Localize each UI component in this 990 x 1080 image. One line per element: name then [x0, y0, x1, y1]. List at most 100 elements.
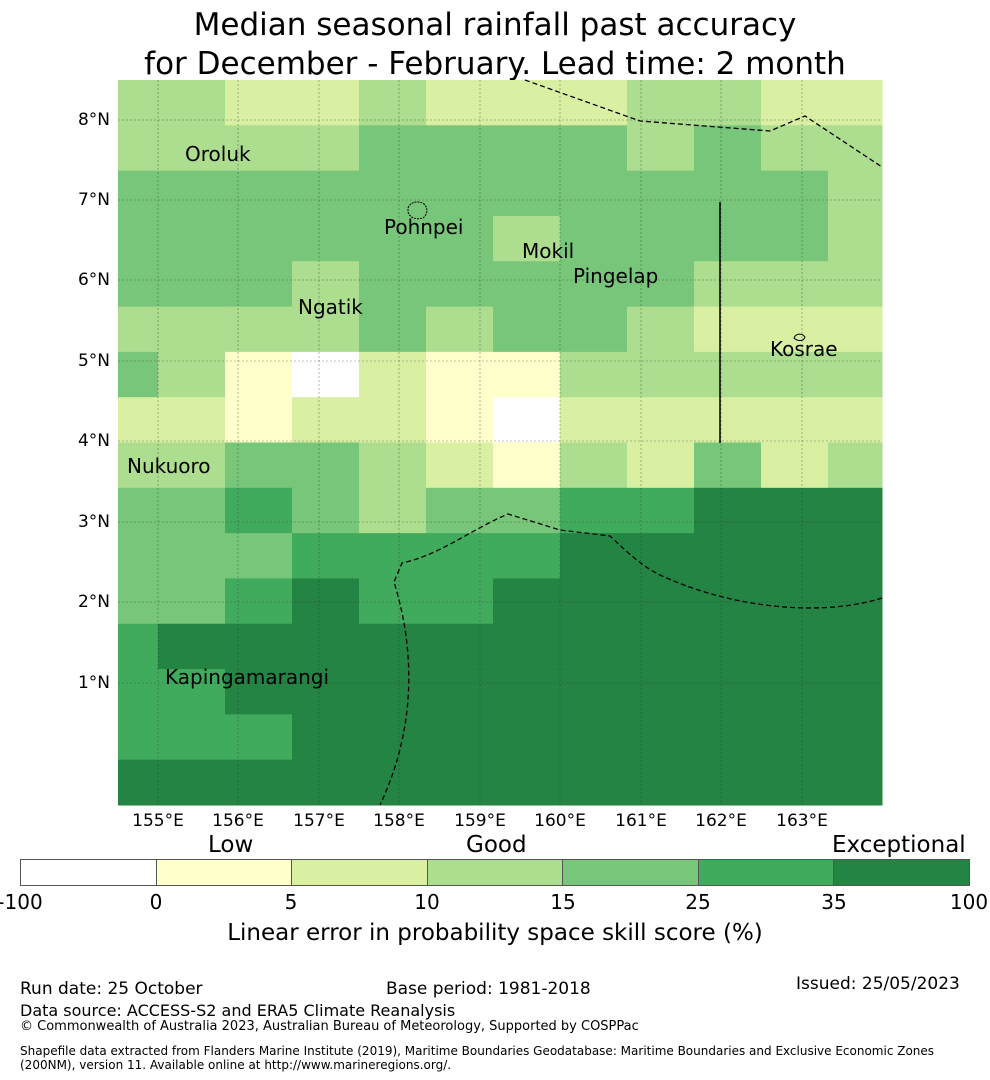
grid-cell	[225, 442, 293, 489]
grid-cell	[828, 306, 883, 353]
grid-cell	[359, 623, 427, 670]
grid-cell	[225, 397, 293, 443]
grid-cell	[118, 714, 159, 761]
grid-cell	[560, 442, 628, 489]
lat-label-3n: 3°N	[77, 512, 110, 532]
grid-cell	[761, 442, 829, 489]
grid-cell	[158, 533, 226, 579]
colorbar-tick: 15	[550, 890, 576, 914]
grid-cell	[761, 578, 829, 625]
run-date: Run date: 25 October	[20, 979, 203, 999]
lon-label-160e: 160°E	[534, 811, 586, 831]
grid-cell	[118, 306, 159, 353]
grid-cell	[828, 215, 883, 262]
colorbar-segment	[156, 860, 293, 885]
grid-cell	[627, 351, 695, 398]
lon-label-162e: 162°E	[695, 811, 747, 831]
grid-cell	[118, 759, 159, 806]
grid-cell	[158, 306, 226, 353]
grid-cell	[225, 125, 293, 172]
grid-cell	[225, 170, 293, 217]
grid-cell	[359, 442, 427, 489]
grid-cell	[694, 487, 762, 534]
colorbar-segment	[698, 860, 835, 885]
lat-label-7n: 7°N	[77, 190, 110, 210]
grid-cell	[292, 80, 360, 126]
grid-cell	[694, 623, 762, 670]
grid-cell	[118, 351, 159, 398]
grid-cell	[292, 669, 360, 715]
grid-cell	[158, 578, 226, 625]
grid-cell	[118, 397, 159, 443]
grid-cell	[627, 578, 695, 625]
grid-cell	[426, 351, 494, 398]
lat-label-6n: 6°N	[77, 270, 110, 290]
grid-cell	[359, 397, 427, 443]
grid-cell	[493, 759, 561, 806]
grid-cell	[828, 759, 883, 806]
grid-cell	[292, 487, 360, 534]
grid-cell	[292, 170, 360, 217]
lon-label-163e: 163°E	[776, 811, 828, 831]
colorbar-tick: 35	[821, 890, 847, 914]
grid-cell	[426, 261, 494, 308]
grid-cell	[225, 533, 293, 579]
grid-cell	[828, 578, 883, 625]
eez-boundaries	[379, 79, 883, 806]
grid-cell	[694, 351, 762, 398]
grid-cell	[359, 669, 427, 715]
grid-cell	[560, 578, 628, 625]
grid-cell	[493, 170, 561, 217]
grid-cell	[627, 623, 695, 670]
grid-cell	[158, 215, 226, 262]
grid-cell	[493, 80, 561, 126]
grid-cell	[158, 80, 226, 126]
place-label-oroluk: Oroluk	[185, 142, 251, 166]
grid-cell	[158, 351, 226, 398]
grid-cell	[560, 125, 628, 172]
grid-cell	[225, 487, 293, 534]
grid-cell	[292, 351, 360, 398]
place-label-kapingamarangi: Kapingamarangi	[165, 665, 329, 689]
grid-cell	[694, 578, 762, 625]
place-label-ngatik: Ngatik	[298, 295, 363, 319]
grid-cell	[225, 623, 293, 670]
lat-label-2n: 2°N	[77, 592, 110, 612]
grid-cell	[560, 669, 628, 715]
place-label-pingelap: Pingelap	[573, 264, 658, 288]
grid-cell	[359, 487, 427, 534]
grid-cell	[359, 759, 427, 806]
grid-cell	[493, 578, 561, 625]
grid-cell	[627, 487, 695, 534]
grid-cell	[426, 442, 494, 489]
grid-cell	[118, 623, 159, 670]
grid-cell	[118, 125, 159, 172]
title-line-1: Median seasonal rainfall past accuracy	[193, 7, 797, 43]
colorbar-label: Linear error in probability space skill …	[227, 920, 763, 946]
grid-cell	[426, 80, 494, 126]
grid-cell	[560, 487, 628, 534]
shapefile-credit-line-1: Shapefile data extracted from Flanders M…	[20, 1044, 935, 1058]
grid-cell	[158, 623, 226, 670]
grid-cell	[225, 714, 293, 761]
grid-cell	[225, 261, 293, 308]
grid-cell	[426, 578, 494, 625]
grid-cell	[694, 125, 762, 172]
grid-cell	[493, 125, 561, 172]
grid-cell	[426, 306, 494, 353]
grid-cell	[694, 442, 762, 489]
skill-grid	[118, 80, 883, 806]
grid-cell	[560, 80, 628, 126]
grid-cell	[158, 261, 226, 308]
grid-cell	[761, 397, 829, 443]
lat-label-8n: 8°N	[77, 110, 110, 130]
category-good: Good	[466, 832, 527, 858]
grid-cell	[828, 351, 883, 398]
grid-cell	[426, 125, 494, 172]
colorbar-tick: 5	[284, 890, 298, 914]
grid-cell	[761, 261, 829, 308]
grid-cell	[359, 306, 427, 353]
issued-date: Issued: 25/05/2023	[796, 974, 960, 994]
lat-label-4n: 4°N	[77, 431, 110, 451]
